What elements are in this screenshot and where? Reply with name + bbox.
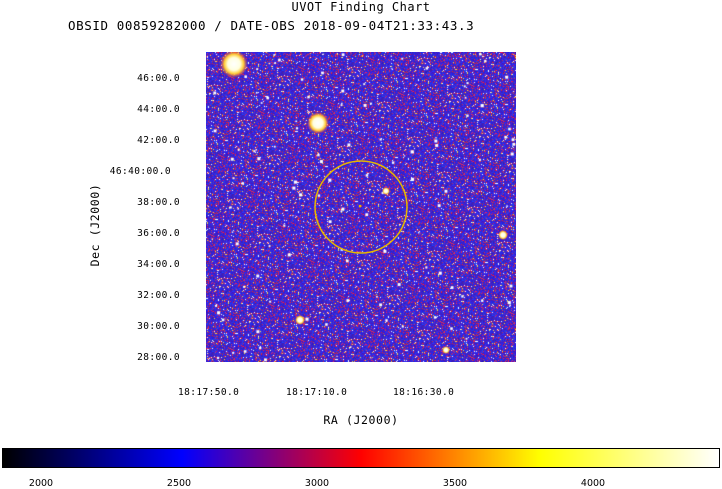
- sky-image: [206, 52, 516, 362]
- ra-tick-label: 18:17:10.0: [286, 387, 348, 398]
- colorbar-tick-label: 3000: [304, 478, 330, 489]
- colorbar: [2, 448, 720, 468]
- chart-subtitle: OBSID 00859282000 / DATE-OBS 2018-09-04T…: [68, 18, 475, 33]
- dec-tick-label: 38:00.0: [137, 197, 180, 208]
- dec-tick-label: 28:00.0: [137, 352, 180, 363]
- colorbar-tick-label: 3500: [442, 478, 468, 489]
- dec-tick-label: 46:40:00.0: [109, 166, 171, 177]
- dec-tick-label: 36:00.0: [137, 228, 180, 239]
- dec-tick-label: 34:00.0: [137, 259, 180, 270]
- dec-tick-label: 42:00.0: [137, 135, 180, 146]
- dec-tick-label: 46:00.0: [137, 73, 180, 84]
- dec-tick-label: 30:00.0: [137, 321, 180, 332]
- dec-tick-label: 44:00.0: [137, 104, 180, 115]
- chart-title: UVOT Finding Chart: [291, 0, 431, 14]
- colorbar-tick-label: 2000: [28, 478, 54, 489]
- colorbar-tick-label: 2500: [166, 478, 192, 489]
- colorbar-tick-label: 4000: [580, 478, 606, 489]
- ra-tick-label: 18:17:50.0: [178, 387, 240, 398]
- x-axis-label: RA (J2000): [323, 413, 399, 427]
- sky-image-canvas: [206, 52, 516, 362]
- dec-tick-label: 32:00.0: [137, 290, 180, 301]
- ra-tick-label: 18:16:30.0: [393, 387, 455, 398]
- y-axis-label: Dec (J2000): [88, 183, 102, 267]
